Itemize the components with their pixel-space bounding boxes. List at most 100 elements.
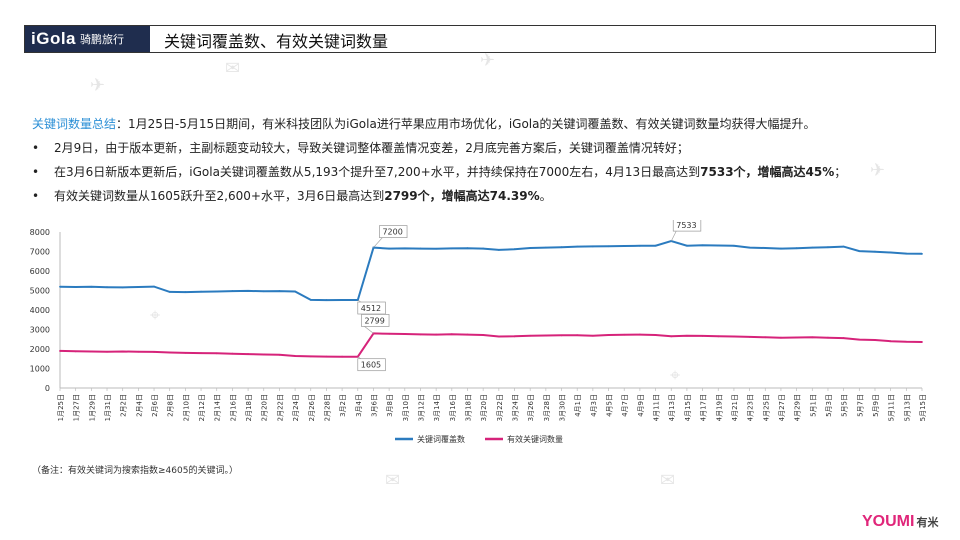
x-tick-label: 2月8日 (167, 394, 175, 417)
summary-label: 关键词数量总结 (32, 117, 117, 131)
bullet-2-highlight: 7533个，增幅高达45% (700, 165, 835, 179)
x-tick-label: 4月29日 (794, 394, 802, 421)
y-tick-label: 4000 (30, 306, 50, 315)
series-0-point (106, 286, 108, 289)
series-1-point (670, 335, 673, 338)
footnote: （备注：有效关键词为搜索指数≥4605的关键词。） (32, 466, 238, 476)
series-0-point (184, 291, 187, 293)
series-1-point (106, 350, 108, 353)
annotation-box (361, 314, 390, 327)
series-1-point (262, 353, 265, 356)
header-bar: iGola 骑鹏旅行 关键词覆盖数、有效关键词数量 (24, 25, 936, 53)
annotation-leader (364, 326, 374, 334)
annotation-box (672, 220, 702, 232)
x-tick-label: 2月2日 (120, 394, 128, 417)
series-1-point (701, 335, 704, 337)
bullet-dot: • (32, 165, 40, 179)
series-0-point (764, 247, 767, 249)
x-tick-label: 5月15日 (919, 394, 927, 421)
series-0-point (435, 247, 438, 250)
series-0-point (309, 298, 312, 301)
igola-logo: iGola 骑鹏旅行 (25, 26, 150, 52)
series-0-point (153, 285, 155, 288)
series-1-point (591, 334, 594, 337)
x-tick-label: 4月19日 (715, 394, 723, 421)
x-tick-label: 3月22日 (496, 394, 504, 421)
x-tick-label: 5月5日 (841, 394, 849, 417)
series-1-point (184, 352, 187, 354)
page-title: 关键词覆盖数、有效关键词数量 (164, 32, 389, 51)
series-1-point (717, 335, 720, 338)
data-label: 4512 (361, 304, 381, 313)
series-0-point (638, 244, 641, 247)
x-tick-label: 2月24日 (292, 394, 300, 421)
series-1-point (795, 336, 798, 339)
annotation-box (379, 225, 408, 238)
series-1-point (168, 351, 171, 354)
x-tick-label: 4月5日 (606, 394, 614, 417)
series-0-point (74, 286, 77, 288)
airplane-icon: ✈ (480, 50, 496, 71)
series-0-point (497, 249, 500, 251)
series-1-point (435, 333, 438, 336)
series-0-point (168, 290, 171, 293)
data-label: 2799 (364, 316, 384, 325)
series-0-point (90, 285, 93, 288)
x-tick-label: 2月18日 (245, 394, 253, 421)
series-1-point (858, 338, 861, 341)
bullet-3-highlight: 2799个，增幅高达74.39% (384, 189, 540, 203)
series-1-point (215, 352, 218, 355)
x-tick-label: 3月28日 (543, 394, 551, 421)
series-1-point (388, 332, 391, 335)
bullet-2-text: 在3月6日新版本更新后，iGola关键词覆盖数从5,193个提升至7,200+水… (54, 165, 701, 179)
series-1-point (59, 350, 61, 352)
summary-intro-text: ：1月25日-5月15日期间，有米科技团队为iGola进行苹果应用市场优化，iG… (116, 117, 816, 131)
x-tick-label: 4月9日 (637, 394, 645, 417)
series-0-point (842, 245, 845, 248)
series-0-point (889, 251, 892, 254)
series-1-point (607, 334, 610, 336)
series-1-point (341, 355, 344, 358)
series-1-point (497, 335, 500, 338)
brand-main: YOUMI (862, 513, 915, 530)
series-1-point (827, 336, 829, 339)
annotation-box (357, 358, 386, 372)
x-tick-label: 5月9日 (872, 394, 880, 417)
x-tick-label: 3月18日 (464, 394, 472, 421)
series-1-point (748, 336, 751, 338)
series-1-point (623, 333, 626, 336)
x-tick-label: 4月3日 (590, 394, 598, 417)
annotation-leader (373, 237, 383, 248)
data-label: 1605 (361, 361, 381, 370)
x-tick-label: 3月24日 (512, 394, 520, 421)
x-tick-label: 5月3日 (825, 394, 833, 417)
series-0-point (827, 246, 829, 249)
x-tick-label: 5月11日 (888, 394, 896, 421)
location-pin-icon: ⌖ (670, 365, 681, 386)
series-1-point (450, 333, 453, 336)
y-tick-label: 3000 (30, 326, 50, 335)
series-0-point (200, 290, 202, 293)
x-tick-label: 2月28日 (323, 394, 331, 421)
series-0-point (717, 244, 720, 247)
x-tick-label: 4月27日 (778, 394, 786, 421)
x-tick-label: 3月6日 (370, 394, 378, 417)
series-1-point (638, 333, 641, 336)
x-tick-label: 4月13日 (668, 394, 676, 421)
y-tick-label: 5000 (30, 287, 50, 296)
series-1-point (889, 340, 892, 343)
series-0-point (654, 244, 657, 247)
series-0-point (529, 247, 532, 249)
series-1-point (576, 334, 579, 337)
series-1-point (764, 336, 767, 339)
series-0-point (325, 299, 328, 301)
series-0-point (294, 290, 296, 293)
series-0-point (121, 286, 124, 289)
annotation-box (357, 301, 386, 315)
airplane-icon: ✈ (90, 75, 106, 96)
series-0-point (811, 246, 814, 249)
x-tick-label: 1月29日 (88, 394, 96, 421)
series-1-point (654, 334, 657, 336)
summary-bullet-1: • 2月9日，由于版本更新，主副标题变动较大，导致关键词整体覆盖情况变差，2月底完… (32, 136, 932, 160)
series-0-point (701, 244, 704, 247)
